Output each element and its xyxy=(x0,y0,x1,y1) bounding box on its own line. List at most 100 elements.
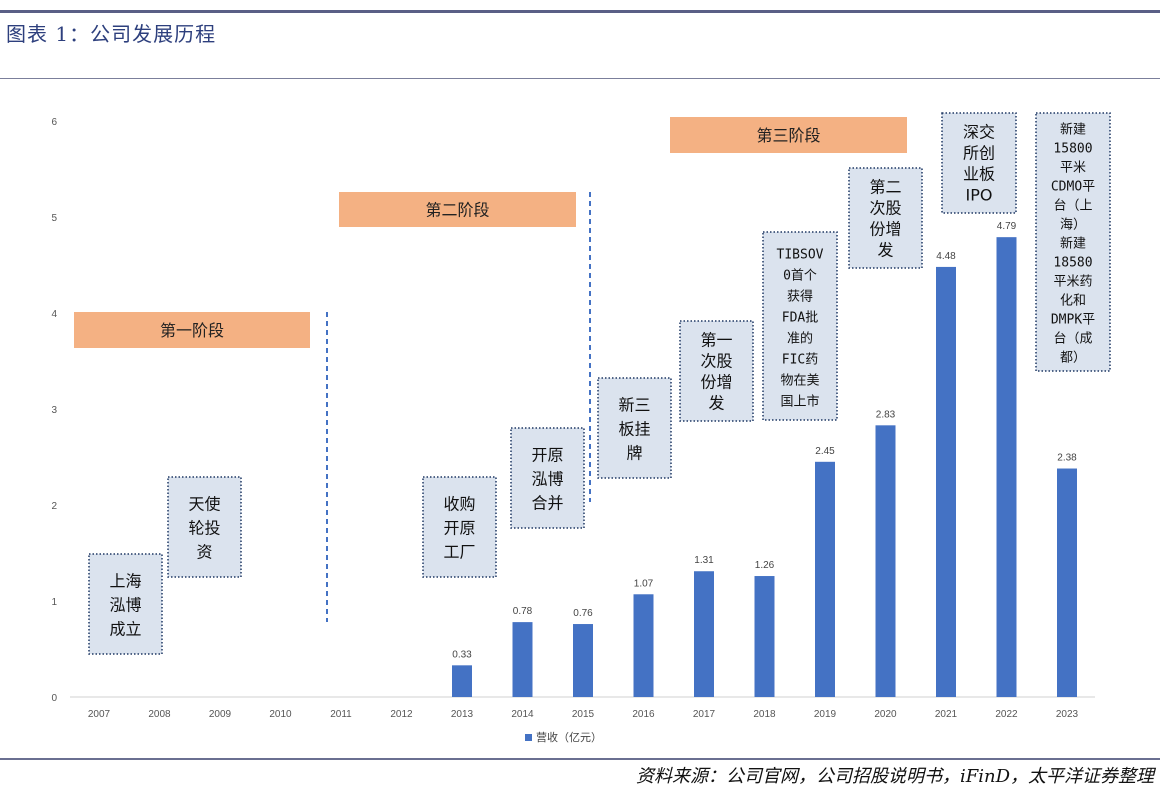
x-tick-label: 2014 xyxy=(511,709,534,720)
annotation-line: 成立 xyxy=(109,620,141,639)
annotation-line: 深交 xyxy=(963,122,995,141)
bar xyxy=(573,624,593,697)
annotation-box xyxy=(679,320,754,422)
y-tick-label: 4 xyxy=(51,309,57,320)
annotation-line: 第二 xyxy=(869,177,901,196)
annotation-line: 合并 xyxy=(531,494,563,513)
legend-swatch xyxy=(525,734,532,741)
data-label: 1.31 xyxy=(694,555,714,566)
top-rule xyxy=(0,10,1160,13)
x-tick-label: 2008 xyxy=(148,709,171,720)
title-rule xyxy=(0,78,1160,79)
annotation-box xyxy=(167,476,242,578)
annotation-line: 新三 xyxy=(618,396,650,415)
annotation-line: 发 xyxy=(877,240,893,259)
y-tick-label: 5 xyxy=(51,213,57,224)
bar xyxy=(754,576,775,697)
annotation-line: 开原 xyxy=(443,519,475,538)
x-tick-label: 2011 xyxy=(330,709,352,720)
annotation-line: 泓博 xyxy=(109,596,141,615)
x-tick-label: 2016 xyxy=(632,709,655,720)
bar xyxy=(512,622,533,697)
annotation-line: 资 xyxy=(196,543,212,562)
stage-banner xyxy=(670,117,907,153)
annotation-line: 15800 xyxy=(1053,141,1092,156)
bar xyxy=(875,425,896,697)
x-tick-label: 2020 xyxy=(874,709,897,720)
annotation-line: 次股 xyxy=(869,198,901,217)
bar xyxy=(452,665,472,697)
annotation-line: 所创 xyxy=(963,143,995,162)
annotation-box xyxy=(510,427,585,529)
y-tick-label: 2 xyxy=(51,501,57,512)
data-label: 2.45 xyxy=(815,446,835,457)
x-tick-label: 2007 xyxy=(88,709,111,720)
annotation-line: 化和 xyxy=(1060,293,1086,308)
x-tick-label: 2018 xyxy=(753,709,776,720)
x-tick-label: 2012 xyxy=(390,709,413,720)
stage-label: 第二阶段 xyxy=(425,201,489,220)
annotation-line: 上海 xyxy=(109,572,141,591)
annotation-box xyxy=(88,553,163,655)
data-label: 2.83 xyxy=(876,409,896,420)
annotation-line: 轮投 xyxy=(188,519,220,538)
annotation-box xyxy=(941,112,1017,214)
annotation-line: 板挂 xyxy=(618,420,650,439)
data-label: 4.48 xyxy=(936,251,956,262)
x-tick-label: 2023 xyxy=(1056,709,1079,720)
annotation-line: 18580 xyxy=(1053,255,1092,270)
annotation-line: 次股 xyxy=(700,351,732,370)
annotation-line: 天使 xyxy=(188,495,220,514)
x-tick-label: 2021 xyxy=(935,709,958,720)
data-label: 2.38 xyxy=(1057,453,1077,464)
annotation-line: 牌 xyxy=(626,444,642,463)
bar xyxy=(996,237,1017,697)
annotation-line: DMPK平 xyxy=(1051,312,1095,327)
y-tick-label: 0 xyxy=(51,693,57,704)
legend-label: 营收（亿元） xyxy=(536,730,602,744)
annotation-line: FDA批 xyxy=(782,310,818,325)
annotation-line: TIBSOV xyxy=(777,247,824,262)
annotation-box xyxy=(597,377,672,479)
stage-label: 第三阶段 xyxy=(756,126,820,145)
annotation-line: 0首个 xyxy=(783,268,817,283)
annotation-line: 新建 xyxy=(1060,121,1086,137)
x-tick-label: 2015 xyxy=(572,709,595,720)
annotation-line: 海） xyxy=(1060,217,1086,232)
annotation-line: 第一 xyxy=(700,330,732,349)
bar xyxy=(1057,468,1077,697)
stage-label: 第一阶段 xyxy=(160,321,224,340)
bar xyxy=(633,594,654,697)
annotation-line: 收购 xyxy=(443,495,475,514)
revenue-chart: 0 1 2 3 4 5 6 2007 2008 2009 2010 2011 2012 2013 2014 2… xyxy=(51,112,1111,744)
annotation-line: 都） xyxy=(1060,350,1086,365)
bar xyxy=(815,461,835,697)
annotation-line: 工厂 xyxy=(443,543,475,562)
stage-banner xyxy=(74,312,310,348)
annotation-line: 准的 xyxy=(787,330,813,346)
annotation-box xyxy=(422,476,497,578)
annotation-line: 业板 xyxy=(963,164,995,183)
data-label: 0.76 xyxy=(573,608,593,619)
annotation-line: 获得 xyxy=(787,288,813,304)
bar xyxy=(936,266,956,697)
annotation-line: 份增 xyxy=(700,372,732,391)
y-tick-label: 1 xyxy=(51,597,57,608)
annotation-line: FIC药 xyxy=(782,352,818,367)
data-label: 4.79 xyxy=(997,221,1017,232)
data-label: 1.07 xyxy=(634,578,654,589)
annotation-line: 份增 xyxy=(869,219,901,238)
bar xyxy=(694,571,714,697)
figure-title: 图表 1：公司发展历程 xyxy=(6,22,217,46)
annotation-line: 国上市 xyxy=(780,393,819,409)
annotation-box xyxy=(1035,112,1111,372)
x-tick-label: 2009 xyxy=(209,709,232,720)
annotation-box xyxy=(848,167,923,269)
data-label: 0.33 xyxy=(452,649,472,660)
annotation-box xyxy=(762,231,838,421)
annotation-line: 开原 xyxy=(531,446,563,465)
x-tick-label: 2022 xyxy=(995,709,1018,720)
annotation-line: 发 xyxy=(708,393,724,412)
y-tick-label: 6 xyxy=(51,117,57,128)
annotation-line: 台（成 xyxy=(1053,331,1092,346)
